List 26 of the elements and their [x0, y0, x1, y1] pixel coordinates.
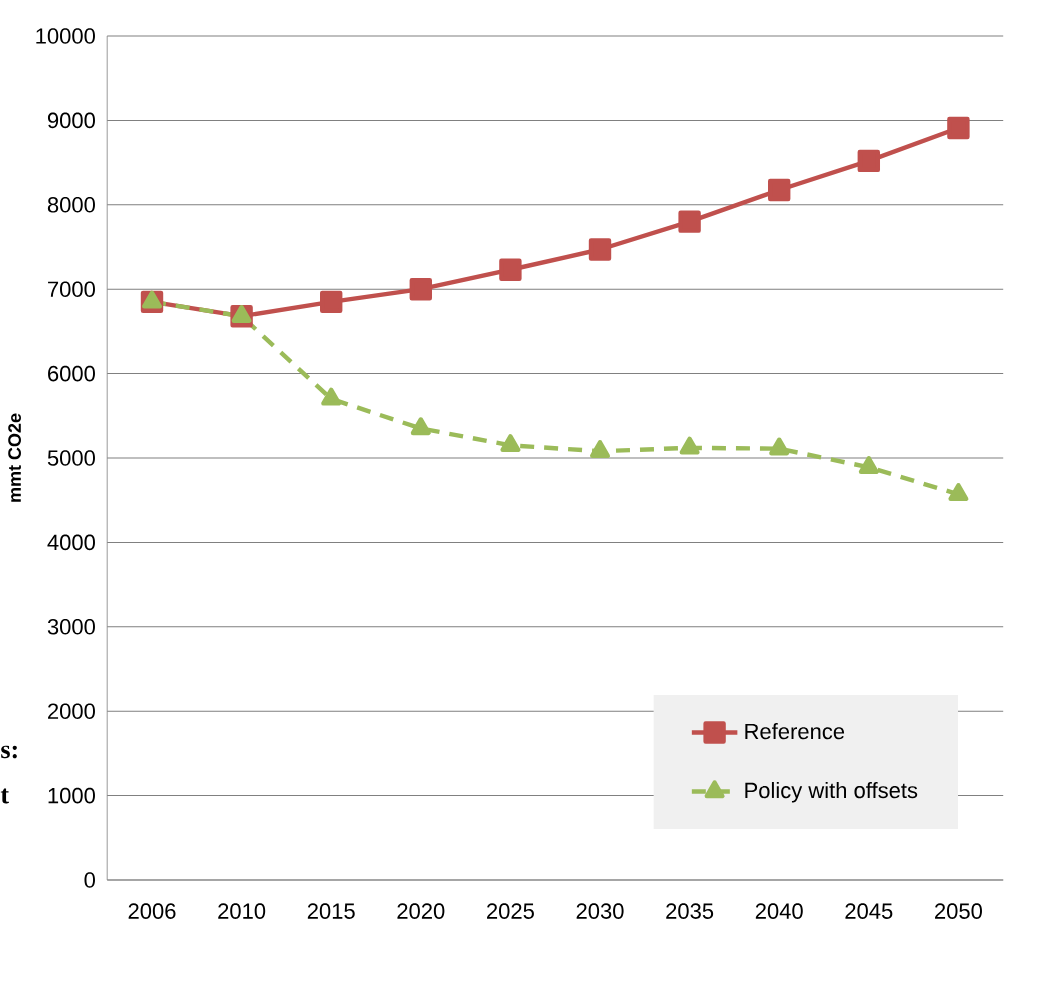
text: t	[0, 788, 9, 804]
legend-label: Policy with offsets	[745, 782, 918, 803]
y-tick-label: 10000	[36, 28, 95, 44]
x-tick-label: 2015	[307, 903, 355, 919]
x-tick-label: 2050	[935, 903, 982, 919]
x-tick-label: 2006	[128, 903, 176, 919]
x-tick-label: 2030	[576, 903, 624, 919]
y-tick-label: 9000	[47, 112, 95, 129]
y-tick-label: 7000	[48, 281, 95, 297]
x-tick-label: 2035	[666, 903, 714, 919]
text: s:	[1, 745, 17, 759]
x-tick-label: 2025	[487, 903, 534, 919]
x-tick-label: 2040	[755, 903, 803, 919]
x-tick-label: 2020	[397, 903, 445, 919]
y-axis-title: mmt CO2e	[8, 413, 21, 502]
y-tick-label: 4000	[47, 534, 95, 551]
y-tick-label: 6000	[48, 365, 95, 382]
y-tick-label: 5000	[47, 450, 95, 466]
y-tick-label: 8000	[47, 197, 95, 213]
y-tick-label: 3000	[47, 619, 95, 635]
y-tick-label: 1000	[48, 787, 95, 804]
legend-label: Reference	[745, 723, 845, 740]
x-tick-label: 2045	[845, 903, 893, 919]
y-tick-label: 0	[84, 872, 95, 888]
x-tick-label: 2010	[218, 903, 266, 919]
y-tick-label: 2000	[48, 703, 95, 719]
